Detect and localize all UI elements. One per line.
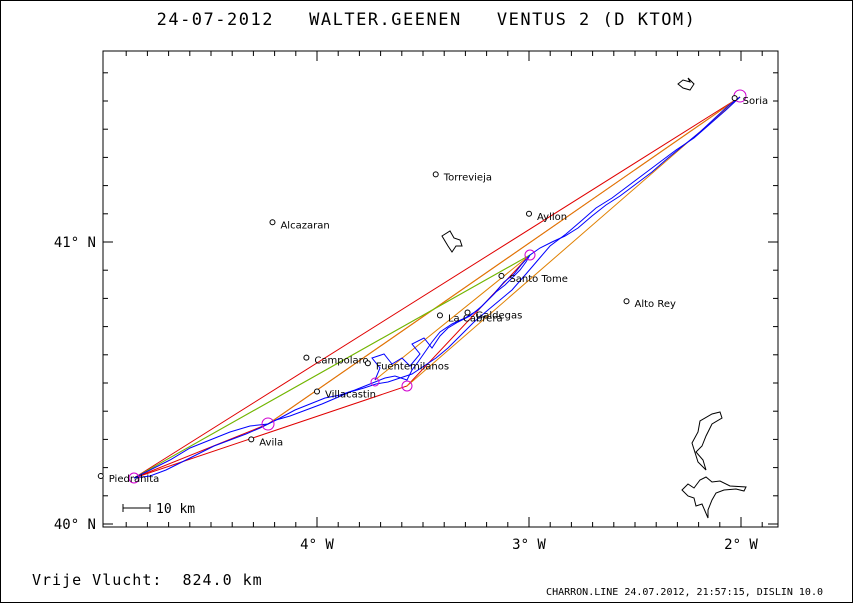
place-label: Alcazaran bbox=[280, 220, 329, 231]
reservoir-shape bbox=[691, 411, 723, 471]
place-label: Fuentemilanos bbox=[376, 361, 449, 372]
place-marker bbox=[314, 388, 320, 395]
axis-ticks bbox=[103, 51, 778, 527]
turnpoint-circle bbox=[370, 377, 380, 387]
turnpoints bbox=[128, 89, 747, 484]
place-label: Torrevieja bbox=[443, 172, 492, 183]
turnpoint-circle bbox=[128, 472, 140, 484]
place-label: Soria bbox=[743, 96, 768, 107]
place-marker bbox=[436, 312, 443, 319]
place-marker bbox=[303, 354, 310, 361]
turnpoint-circle bbox=[261, 417, 275, 431]
task-line bbox=[133, 96, 741, 479]
turnpoint-circle bbox=[401, 380, 413, 392]
map-border bbox=[102, 50, 779, 528]
flight-track bbox=[267, 96, 741, 425]
y-tick-label: 41° N bbox=[54, 235, 96, 251]
flight-title: 24-07-2012 WALTER.GEENEN VENTUS 2 (D KTO… bbox=[156, 10, 697, 30]
task-line bbox=[133, 254, 531, 479]
place-label: Villacastin bbox=[325, 389, 376, 400]
place-marker bbox=[731, 95, 738, 102]
reservoir-shape bbox=[677, 77, 695, 91]
place-label: Galdegas bbox=[476, 311, 523, 322]
free-flight-distance: Vrije Vlucht: 824.0 km bbox=[32, 571, 263, 589]
scale-bar-label: 10 km bbox=[156, 502, 195, 517]
place-label: Campolaro bbox=[314, 356, 368, 367]
scale-bar: 10 km bbox=[122, 502, 195, 517]
place-label: Santo Tome bbox=[509, 274, 567, 285]
place-marker bbox=[248, 436, 255, 443]
axis-labels: 4° W 3° W 2° W 41° N 40° N bbox=[54, 235, 759, 553]
place-marker bbox=[97, 473, 104, 480]
x-tick-label: 4° W bbox=[300, 537, 334, 553]
place-marker bbox=[432, 171, 439, 178]
flight-track bbox=[133, 423, 269, 479]
x-tick-label: 3° W bbox=[512, 537, 546, 553]
x-tick-label: 2° W bbox=[724, 537, 758, 553]
place-markers: Soria Torrevieja Ayllon Alcazaran Santo Tome… bbox=[97, 95, 768, 485]
place-marker bbox=[464, 309, 471, 316]
place-marker bbox=[623, 298, 630, 305]
place-label: Avila bbox=[259, 437, 283, 448]
place-label: La Cabrera bbox=[448, 313, 503, 324]
place-marker bbox=[498, 272, 505, 279]
place-marker bbox=[269, 219, 276, 226]
flight-track bbox=[371, 254, 531, 381]
task-line bbox=[267, 96, 741, 425]
place-marker bbox=[526, 210, 532, 217]
reservoir-shape bbox=[441, 230, 463, 253]
program-info: CHARRON.LINE 24.07.2012, 21:57:15, DISLI… bbox=[546, 587, 823, 598]
turnpoint-circle bbox=[524, 249, 536, 261]
place-label: Alto Rey bbox=[635, 299, 676, 310]
place-label: Piedrahita bbox=[109, 474, 160, 485]
place-label: Ayllon bbox=[537, 212, 567, 223]
reservoir-shape bbox=[681, 476, 747, 519]
place-marker bbox=[364, 360, 371, 367]
y-tick-label: 40° N bbox=[54, 517, 96, 533]
